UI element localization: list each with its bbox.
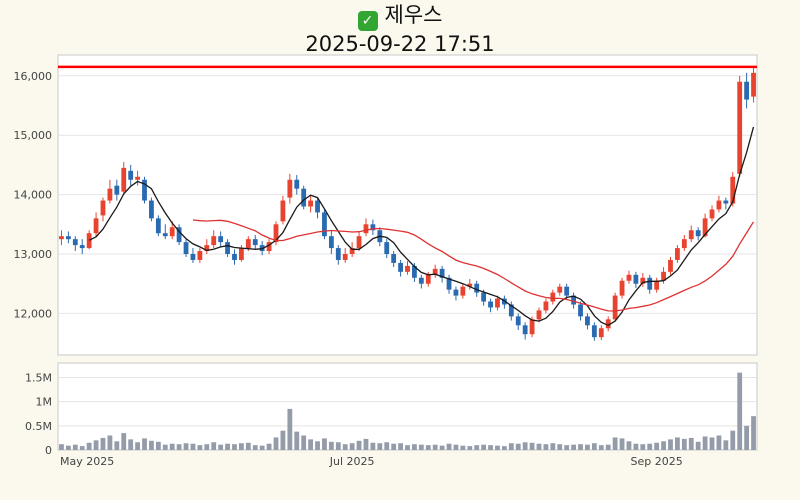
stock-name: 제우스 (384, 3, 443, 27)
svg-text:May 2025: May 2025 (60, 455, 114, 468)
check-icon: ✓ (357, 11, 378, 31)
svg-text:15,000: 15,000 (14, 129, 53, 142)
svg-text:16,000: 16,000 (14, 70, 53, 83)
svg-text:14,000: 14,000 (14, 189, 53, 202)
svg-text:0.5M: 0.5M (25, 420, 52, 433)
svg-text:Jul 2025: Jul 2025 (329, 455, 375, 468)
svg-text:12,000: 12,000 (14, 307, 53, 320)
svg-text:Sep 2025: Sep 2025 (631, 455, 683, 468)
title-line: ✓ 제우스 (0, 2, 800, 31)
chart-header: ✓ 제우스 2025-09-22 17:51 (0, 2, 800, 57)
svg-text:1.5M: 1.5M (25, 372, 52, 385)
svg-text:13,000: 13,000 (14, 248, 53, 261)
chart-timestamp: 2025-09-22 17:51 (305, 32, 495, 56)
svg-text:1M: 1M (36, 396, 53, 409)
svg-text:0: 0 (45, 444, 52, 457)
